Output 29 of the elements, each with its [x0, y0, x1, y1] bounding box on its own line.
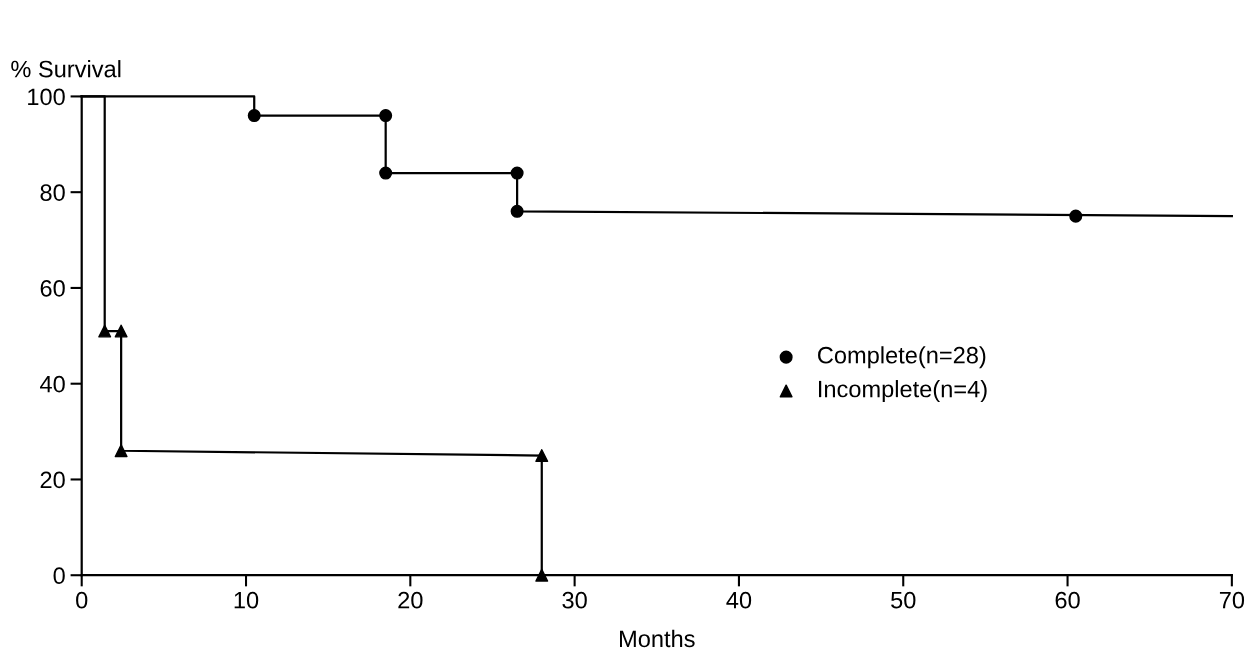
point	[535, 449, 549, 463]
point	[114, 324, 128, 338]
y-tick-label: 80	[40, 184, 65, 201]
x-tick-label: 30	[562, 591, 587, 609]
y-axis-title: % Survival	[11, 60, 121, 78]
x-tick-label: 20	[398, 591, 423, 609]
y-tick-label: 60	[40, 280, 65, 297]
x-tick-label: 10	[234, 591, 259, 609]
y-tick-label: 0	[53, 567, 65, 585]
y-tick-label: 40	[40, 375, 65, 393]
x-tick-label: 60	[1055, 591, 1080, 609]
point	[535, 568, 549, 582]
point	[98, 324, 112, 338]
point	[379, 166, 393, 180]
x-axis-title: Months	[620, 629, 695, 648]
x-tick-label: 70	[1219, 591, 1245, 609]
legend-label: Incomplete(n=4)	[819, 380, 987, 403]
x-tick-label: 40	[726, 591, 752, 609]
point	[510, 166, 524, 180]
point	[510, 204, 524, 218]
x-tick-label: 0	[76, 591, 88, 609]
point	[379, 109, 393, 123]
y-tick-label: 100	[28, 88, 65, 106]
point	[247, 109, 261, 123]
point	[114, 444, 128, 458]
legend-label: Complete(n=28)	[818, 346, 986, 369]
y-tick-label: 20	[40, 471, 65, 489]
point	[1069, 209, 1083, 223]
x-tick-label: 50	[891, 591, 916, 609]
